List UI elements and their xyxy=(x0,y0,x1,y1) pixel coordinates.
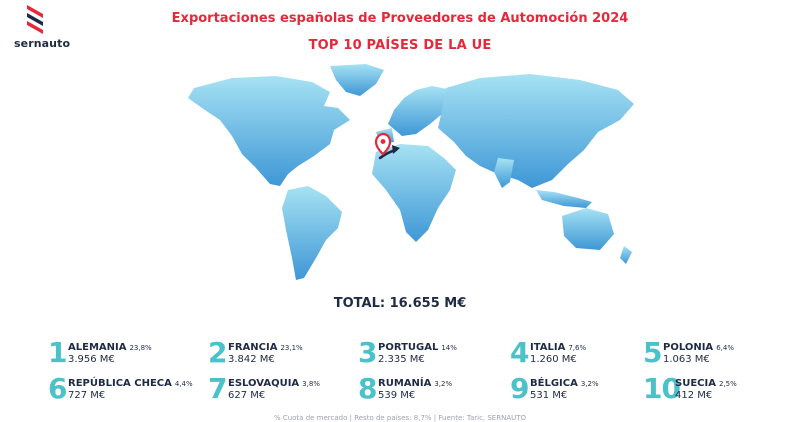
rank-number: 8 xyxy=(358,372,378,405)
rank-number: 1 xyxy=(48,336,68,369)
australia-shape xyxy=(562,208,614,250)
source-footnote: % Cuota de mercado | Resto de países: 8,… xyxy=(273,414,527,422)
rank-share: 3,8% xyxy=(302,380,320,388)
ranking-item-6: 6 REPÚBLICA CHECA 4,4% 727 M€ xyxy=(48,372,198,410)
rank-share: 6,4% xyxy=(716,344,734,352)
africa-shape xyxy=(372,144,456,242)
europe-shape xyxy=(388,86,456,136)
rank-country-name: REPÚBLICA CHECA xyxy=(68,378,172,389)
world-map xyxy=(188,64,634,280)
ranking-item-2: 2 FRANCIA 23,1% 3.842 M€ xyxy=(208,336,358,374)
north-america-shape xyxy=(188,76,350,186)
south-america-shape xyxy=(282,186,342,280)
rank-number: 2 xyxy=(208,336,228,369)
ranking-item-10: 10 SUECIA 2,5% 412 M€ xyxy=(643,372,793,410)
rank-value: 412 M€ xyxy=(675,390,713,401)
page-subtitle: TOP 10 PAÍSES DE LA UE xyxy=(308,38,492,53)
rank-country: REPÚBLICA CHECA 4,4% xyxy=(68,378,193,389)
rank-value: 627 M€ xyxy=(228,390,266,401)
logo-text: sernauto xyxy=(14,37,71,50)
rank-country-name: ALEMANIA xyxy=(68,342,127,353)
total-exports: TOTAL: 16.655 M€ xyxy=(333,296,467,311)
rank-country-name: PORTUGAL xyxy=(378,342,439,353)
map-pin-icon xyxy=(374,132,392,156)
rank-country-name: SUECIA xyxy=(675,378,716,389)
rank-share: 2,5% xyxy=(718,380,737,388)
rank-share: 23,8% xyxy=(129,344,152,352)
rank-country: ESLOVAQUIA 3,8% xyxy=(228,378,320,389)
sernauto-logo: sernauto xyxy=(14,2,70,52)
rank-country-name: RUMANÍA xyxy=(378,378,432,389)
rank-share: 14% xyxy=(441,344,457,352)
rank-value: 1.260 M€ xyxy=(530,354,577,365)
rank-share: 4,4% xyxy=(174,380,193,388)
rank-value: 531 M€ xyxy=(530,390,568,401)
ranking-item-7: 7 ESLOVAQUIA 3,8% 627 M€ xyxy=(208,372,358,410)
rank-number: 6 xyxy=(48,372,68,405)
rank-value: 539 M€ xyxy=(378,390,416,401)
rank-country: SUECIA 2,5% xyxy=(675,378,737,389)
rank-country-name: POLONIA xyxy=(663,342,714,353)
rank-value: 727 M€ xyxy=(68,390,106,401)
rank-country-name: BÉLGICA xyxy=(530,378,578,389)
india-shape xyxy=(494,158,514,188)
ranking-item-8: 8 RUMANÍA 3,2% 539 M€ xyxy=(358,372,508,410)
sernauto-logo-mark xyxy=(27,5,43,34)
indonesia-shape xyxy=(536,190,592,208)
ranking-item-3: 3 PORTUGAL 14% 2.335 M€ xyxy=(358,336,508,374)
greenland-shape xyxy=(330,64,384,96)
rank-country: FRANCIA 23,1% xyxy=(228,342,303,353)
asia-shape xyxy=(438,74,634,188)
ranking-item-5: 5 POLONIA 6,4% 1.063 M€ xyxy=(643,336,793,374)
rank-number: 5 xyxy=(643,336,663,369)
ranking-item-1: 1 ALEMANIA 23,8% 3.956 M€ xyxy=(48,336,198,374)
rank-number: 4 xyxy=(510,336,530,369)
rank-value: 3.842 M€ xyxy=(228,354,275,365)
rank-country: POLONIA 6,4% xyxy=(663,342,734,353)
rank-country-name: ESLOVAQUIA xyxy=(228,378,300,389)
rank-country-name: FRANCIA xyxy=(228,342,278,353)
rank-number: 9 xyxy=(510,372,530,405)
rank-country: ALEMANIA 23,8% xyxy=(68,342,152,353)
new-zealand-shape xyxy=(620,246,632,264)
page-title: Exportaciones españolas de Proveedores d… xyxy=(171,11,629,26)
rank-country-name: ITALIA xyxy=(530,342,566,353)
rank-country: BÉLGICA 3,2% xyxy=(530,378,599,389)
rank-country: RUMANÍA 3,2% xyxy=(378,378,452,389)
ranking-item-9: 9 BÉLGICA 3,2% 531 M€ xyxy=(510,372,660,410)
spain-marker xyxy=(374,132,400,160)
rank-value: 2.335 M€ xyxy=(378,354,425,365)
rank-number: 7 xyxy=(208,372,228,405)
rank-share: 7,6% xyxy=(568,344,587,352)
rank-share: 23,1% xyxy=(280,344,303,352)
rank-share: 3,2% xyxy=(434,380,453,388)
rank-share: 3,2% xyxy=(580,380,599,388)
rank-value: 1.063 M€ xyxy=(663,354,710,365)
rank-value: 3.956 M€ xyxy=(68,354,115,365)
rank-number: 3 xyxy=(358,336,378,369)
rank-number: 10 xyxy=(643,372,681,405)
ranking-item-4: 4 ITALIA 7,6% 1.260 M€ xyxy=(510,336,660,374)
rank-country: PORTUGAL 14% xyxy=(378,342,457,353)
rank-country: ITALIA 7,6% xyxy=(530,342,586,353)
